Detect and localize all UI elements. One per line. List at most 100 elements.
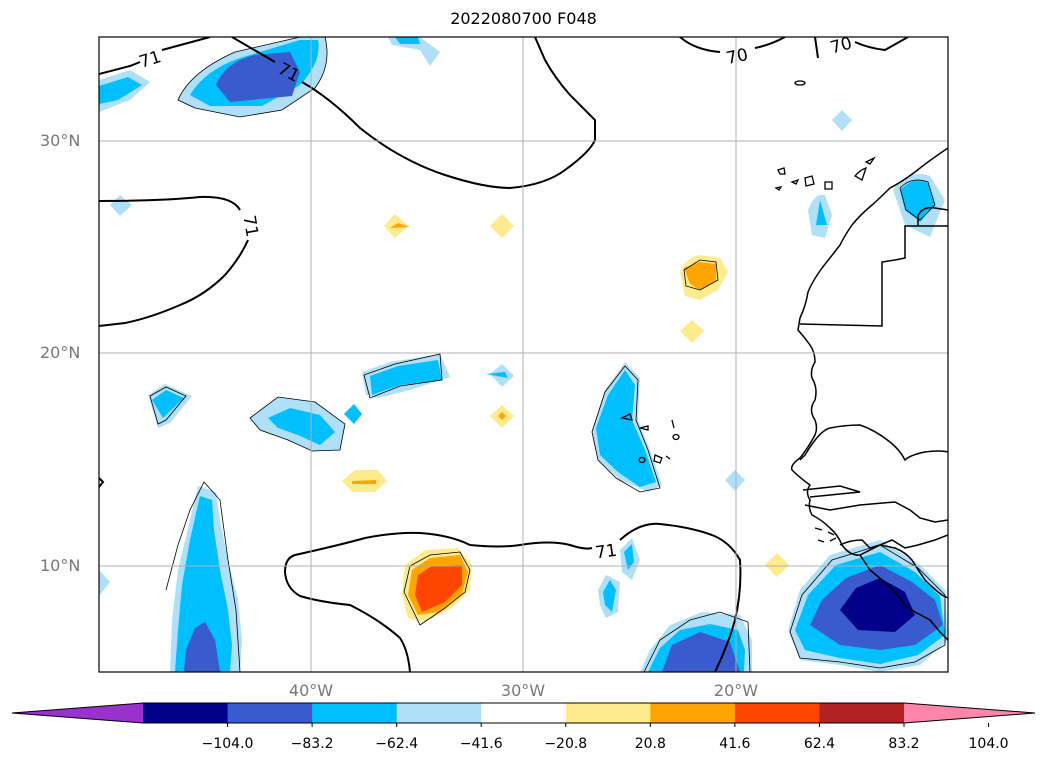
map-content: 71 71 71 71 70 70 xyxy=(99,34,948,672)
colorbar-segment xyxy=(650,703,736,723)
island-cv-7 xyxy=(665,455,671,460)
map-frame xyxy=(98,36,949,673)
colorbar xyxy=(11,702,1036,727)
blob-sw-plume-core xyxy=(175,496,232,672)
colorbar-extend-right xyxy=(904,703,1035,723)
island-canary-1 xyxy=(774,186,783,191)
contour-lines xyxy=(99,37,909,672)
border-gambia xyxy=(802,485,861,498)
contour-71-diag-b xyxy=(301,37,596,190)
colorbar-extend-left xyxy=(12,703,143,723)
island-madeira xyxy=(777,167,786,175)
colorbar-tick-label: 104.0 xyxy=(968,736,1009,752)
contour-label: 70 xyxy=(725,45,750,69)
island-cv-5 xyxy=(638,456,646,464)
blob-dot-2 xyxy=(832,110,852,131)
warm-big-core xyxy=(415,565,462,612)
contour-label: 71 xyxy=(594,541,618,564)
island-cv-6 xyxy=(653,454,663,464)
border-mauritania-top xyxy=(799,225,948,327)
outline-west-small xyxy=(149,386,187,425)
outline-mid-e xyxy=(363,353,443,399)
colorbar-outline xyxy=(11,702,1036,724)
island-canary-5 xyxy=(854,166,868,181)
border-senegal xyxy=(799,424,948,462)
colorbar-tick-label: −83.2 xyxy=(290,736,334,752)
warm-dot-5 xyxy=(765,553,789,577)
outline-capeverde xyxy=(591,365,661,493)
colorbar-segment xyxy=(143,703,229,723)
map-title: 2022080700 F048 xyxy=(450,9,597,28)
blob-mid-w-core xyxy=(268,408,335,445)
colorbar-segment xyxy=(481,703,567,723)
contour-71-south-b xyxy=(619,522,742,672)
island-cv-4 xyxy=(672,433,680,441)
colorbar-tick-label: 83.2 xyxy=(888,736,920,752)
colorbar-tick-label: 20.8 xyxy=(634,736,666,752)
blob-dot-4-core xyxy=(486,372,508,378)
coast-africa xyxy=(790,147,948,599)
colorbar-segments xyxy=(143,703,905,723)
colorbar-segment xyxy=(819,703,905,723)
colorbar-segment xyxy=(312,703,398,723)
outline-sw xyxy=(165,481,241,672)
border-mali xyxy=(917,206,948,226)
island-bijagos xyxy=(814,527,837,543)
islands xyxy=(620,80,876,543)
island-cv-1 xyxy=(620,413,633,421)
island-cv-2 xyxy=(639,425,649,431)
contour-label: 70 xyxy=(828,34,854,59)
longitude-label-20w: 20°W xyxy=(713,681,759,700)
island-canary-6 xyxy=(864,156,876,165)
gridlines xyxy=(99,37,948,672)
warm-dot-2 xyxy=(490,214,514,238)
blob-west-edge-core xyxy=(99,77,142,104)
blob-west-small-core xyxy=(152,390,184,418)
negative-anomaly-fill xyxy=(99,37,948,672)
blob-dot-3 xyxy=(725,470,745,491)
island-azores-1 xyxy=(794,80,806,86)
blob-nw-deep xyxy=(216,52,300,102)
outline-morocco xyxy=(899,179,936,221)
blob-sc-2-core xyxy=(624,544,634,570)
island-cv-3 xyxy=(671,419,675,429)
outline-canary-warm xyxy=(683,259,719,291)
colorbar-tick-label: −62.4 xyxy=(375,736,419,752)
blob-top-mid xyxy=(388,37,440,66)
island-canary-3 xyxy=(804,175,815,187)
coastlines xyxy=(790,147,948,641)
blob-se-deep xyxy=(840,578,915,632)
contour-71-top-b xyxy=(161,37,211,51)
anomaly-outlines xyxy=(149,37,946,672)
colorbar-segment xyxy=(734,703,820,723)
contour-70-right xyxy=(814,37,819,59)
contour-small-west xyxy=(99,477,105,488)
colorbar-tick-label: 41.6 xyxy=(719,736,751,752)
border-sl xyxy=(859,554,948,641)
contour-71-left xyxy=(99,195,241,211)
contour-label: 71 xyxy=(238,214,261,239)
longitude-label-40w: 40°W xyxy=(288,681,334,700)
island-canary-2 xyxy=(790,178,800,185)
blob-top-mid-core xyxy=(395,37,420,44)
outline-mid-w xyxy=(249,396,346,452)
colorbar-tick-label: −20.8 xyxy=(544,736,588,752)
border-guinea xyxy=(804,501,948,523)
warm-strip-core xyxy=(352,480,376,484)
blob-mid-small xyxy=(344,404,362,424)
blob-sc-1-core xyxy=(603,580,616,612)
colorbar-segment xyxy=(227,703,313,723)
contour-71-left-b xyxy=(99,239,249,327)
outline-south xyxy=(643,611,751,672)
blob-sw-edge xyxy=(99,570,110,596)
contour-71-diag xyxy=(231,37,276,63)
outline-warm-big xyxy=(403,551,471,626)
contour-71-south xyxy=(283,531,593,672)
colorbar-segment xyxy=(565,703,651,723)
border-guinea-b xyxy=(839,534,948,549)
colorbar-tick-label: 62.4 xyxy=(803,736,836,752)
warm-dot-1-core xyxy=(390,223,410,228)
blob-mid-e-core xyxy=(370,360,442,395)
latitude-label-10n: 10°N xyxy=(40,556,81,575)
